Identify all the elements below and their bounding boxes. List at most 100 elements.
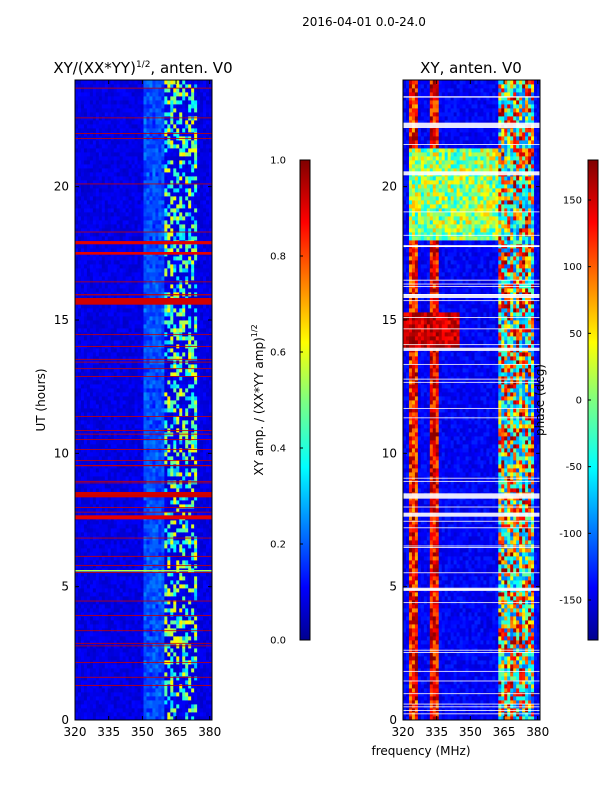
heatmap-cell xyxy=(134,652,138,657)
heatmap-cell xyxy=(158,408,162,413)
heatmap-cell xyxy=(209,612,212,617)
heatmap-cell xyxy=(95,676,100,681)
heatmap-cell xyxy=(113,680,118,685)
heatmap-cell xyxy=(206,564,210,569)
heatmap-cell xyxy=(158,368,162,373)
heatmap-cell xyxy=(77,716,82,720)
heatmap-cell xyxy=(98,560,103,565)
heatmap-cell xyxy=(197,324,201,329)
heatmap-cell xyxy=(191,400,195,405)
heatmap-cell xyxy=(203,560,207,565)
heatmap-cell xyxy=(128,664,132,669)
heatmap-cell xyxy=(116,348,121,353)
heatmap-cell xyxy=(200,460,204,465)
heatmap-cell xyxy=(191,528,195,533)
heatmap-cell xyxy=(170,628,174,633)
heatmap-cell xyxy=(110,628,115,633)
heatmap-cell xyxy=(113,504,118,509)
heatmap-cell xyxy=(197,304,201,309)
heatmap-cell xyxy=(95,288,100,293)
heatmap-cell xyxy=(86,548,91,553)
heatmap-cell xyxy=(140,488,144,493)
heatmap-cell xyxy=(137,460,141,465)
heatmap-cell xyxy=(89,592,94,597)
heatmap-cell xyxy=(164,332,168,337)
heatmap-cell xyxy=(134,376,138,381)
heatmap-cell xyxy=(143,524,147,529)
heatmap-cell xyxy=(86,620,91,625)
heatmap-cell xyxy=(161,412,165,417)
heatmap-cell xyxy=(113,484,118,489)
heatmap-cell xyxy=(125,500,130,505)
heatmap-cell xyxy=(194,624,198,629)
heatmap-cell xyxy=(170,424,174,429)
heatmap-cell xyxy=(191,704,195,709)
heatmap-cell xyxy=(104,488,109,493)
heatmap-cell xyxy=(95,468,100,473)
heatmap-cell xyxy=(152,448,156,453)
heatmap-cell xyxy=(140,284,144,289)
heatmap-cell xyxy=(77,520,82,525)
heatmap-cell xyxy=(104,576,109,581)
heatmap-cell xyxy=(101,424,106,429)
heatmap-cell xyxy=(170,596,174,601)
heatmap-cell xyxy=(179,668,183,673)
heatmap-cell xyxy=(116,580,121,585)
heatmap-cell xyxy=(179,348,183,353)
heatmap-cell xyxy=(194,600,198,605)
heatmap-cell xyxy=(98,348,103,353)
heatmap-cell xyxy=(164,508,168,513)
heatmap-cell xyxy=(179,656,183,661)
heatmap-cell xyxy=(83,520,88,525)
heatmap-cell xyxy=(75,320,79,325)
heatmap-cell xyxy=(158,328,162,333)
heatmap-cell xyxy=(95,592,100,597)
heatmap-cell xyxy=(113,388,118,393)
heatmap-cell xyxy=(152,484,156,489)
heatmap-cell xyxy=(182,472,186,477)
heatmap-cell xyxy=(176,604,180,609)
heatmap-cell xyxy=(101,708,106,713)
heatmap-cell xyxy=(206,692,210,697)
heatmap-cell xyxy=(149,484,153,489)
heatmap-cell xyxy=(197,624,201,629)
heatmap-cell xyxy=(152,288,156,293)
heatmap-cell xyxy=(185,688,189,693)
heatmap-cell xyxy=(194,392,198,397)
heatmap-cell xyxy=(110,376,115,381)
heatmap-cell xyxy=(173,392,177,397)
heatmap-cell xyxy=(122,688,127,693)
heatmap-cell xyxy=(119,476,124,481)
heatmap-cell xyxy=(116,324,121,329)
heatmap-cell xyxy=(89,412,94,417)
heatmap-cell xyxy=(200,388,204,393)
heatmap-cell xyxy=(77,364,82,369)
heatmap-cell xyxy=(167,460,171,465)
heatmap-cell xyxy=(200,556,204,561)
heatmap-cell xyxy=(188,452,192,457)
heatmap-cell xyxy=(176,564,180,569)
heatmap-cell xyxy=(134,408,138,413)
heatmap-cell xyxy=(152,624,156,629)
heatmap-cell xyxy=(77,456,82,461)
heatmap-cell xyxy=(101,472,106,477)
heatmap-cell xyxy=(110,524,115,529)
heatmap-cell xyxy=(164,600,168,605)
heatmap-cell xyxy=(200,488,204,493)
heatmap-cell xyxy=(143,716,147,720)
heatmap-cell xyxy=(164,304,168,309)
heatmap-cell xyxy=(86,404,91,409)
heatmap-cell xyxy=(146,448,150,453)
heatmap-cell xyxy=(209,364,212,369)
heatmap-cell xyxy=(173,544,177,549)
heatmap-cell xyxy=(158,440,162,445)
heatmap-cell xyxy=(170,336,174,341)
heatmap-cell xyxy=(185,312,189,317)
heatmap-cell xyxy=(197,580,201,585)
heatmap-cell xyxy=(98,576,103,581)
heatmap-cell xyxy=(122,340,127,345)
heatmap-cell xyxy=(128,304,132,309)
heatmap-cell xyxy=(75,604,79,609)
heatmap-cell xyxy=(122,564,127,569)
heatmap-cell xyxy=(122,544,127,549)
